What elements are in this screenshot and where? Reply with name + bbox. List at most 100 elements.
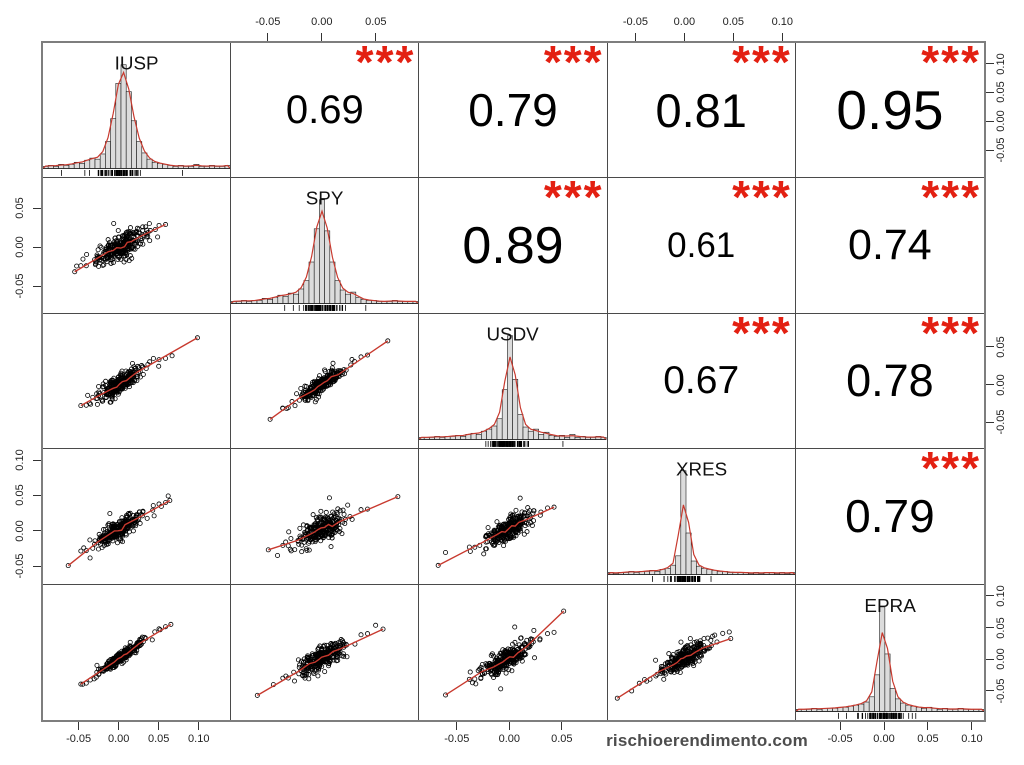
axis-tick: [634, 33, 636, 41]
correlation-value: 0.81: [655, 83, 747, 137]
axis-tick: [986, 690, 994, 692]
correlation-value: 0.67: [663, 359, 740, 403]
axis-tick: [33, 565, 41, 567]
axis-tick: [986, 595, 994, 597]
axis-tick: [508, 722, 510, 730]
axis-tick: [321, 33, 323, 41]
axis-tick: [198, 722, 200, 730]
correlation-value: 0.95: [836, 78, 944, 141]
panel-scatter-XRES-vs-EPRA: [608, 584, 796, 720]
panel-correlation-IUSP-EPRA: 0.95 ***: [795, 43, 984, 179]
axis-tick: [986, 627, 994, 629]
panel-histogram-XRES: XRES: [607, 449, 796, 585]
axis-tick-label: -0.05: [255, 16, 281, 28]
panel-correlation-IUSP-XRES: 0.81 ***: [607, 43, 796, 179]
axis-tick: [33, 530, 41, 532]
variable-label-SPY: SPY: [306, 188, 344, 209]
significance-stars: ***: [543, 43, 604, 88]
axis-tick-label: 0.00: [311, 16, 333, 28]
axis-tick-label: 0.10: [995, 52, 1007, 75]
axis-tick: [33, 207, 41, 209]
axis-tick-label: -0.05: [995, 137, 1007, 163]
axis-tick-label: 0.10: [961, 733, 983, 745]
plot-grid: IUSP 0.69 *** 0.79 *** 0.81 *** 0.95 *** SPY 0.89 *…: [41, 41, 986, 722]
axis-tick-label: -0.05: [995, 678, 1007, 704]
axis-tick-label: 0.05: [722, 16, 745, 28]
axis-tick-label: 0.00: [14, 236, 26, 258]
correlation-value: 0.74: [848, 221, 932, 270]
axis-tick-label: 0.00: [107, 733, 130, 745]
axis-tick: [33, 246, 41, 248]
significance-stars: ***: [732, 313, 792, 359]
panel-histogram-SPY: SPY: [231, 178, 420, 314]
significance-stars: ***: [921, 43, 981, 88]
axis-tick: [986, 63, 994, 64]
axis-tick: [986, 149, 994, 151]
panel-correlation-SPY-XRES: 0.61 ***: [607, 178, 796, 314]
panel-correlation-IUSP-SPY: 0.69 ***: [231, 43, 420, 179]
axis-tick-label: 0.10: [995, 585, 1007, 607]
axis-tick: [971, 722, 973, 730]
axis-tick-label: -0.05: [827, 733, 853, 745]
axis-tick-label: 0.05: [14, 197, 26, 220]
panel-correlation-XRES-EPRA: 0.79 ***: [795, 449, 984, 585]
axis-tick-label: 0.00: [673, 16, 696, 28]
panel-correlation-IUSP-USDV: 0.79 ***: [419, 43, 608, 179]
panel-scatter-IUSP-vs-SPY: [43, 178, 232, 314]
axis-tick-label: 0.05: [14, 484, 26, 507]
axis-tick-label: 0.00: [995, 648, 1007, 670]
axis-tick-label: 0.00: [873, 733, 895, 745]
axis-tick: [456, 722, 458, 730]
axis-tick: [839, 722, 841, 730]
panel-scatter-SPY-vs-USDV: [231, 313, 420, 450]
axis-tick: [986, 346, 994, 348]
axis-tick: [118, 722, 120, 730]
correlation-value: 0.78: [846, 355, 934, 407]
axis-tick: [375, 33, 377, 41]
panel-correlation-SPY-USDV: 0.89 ***: [419, 178, 608, 314]
significance-stars: ***: [921, 178, 981, 224]
axis-tick-label: 0.00: [14, 520, 26, 542]
axis-tick-label: -0.05: [622, 16, 648, 28]
panel-scatter-USDV-vs-XRES: [419, 449, 608, 585]
panel-correlation-USDV-EPRA: 0.78 ***: [795, 313, 984, 450]
correlation-value: 0.61: [667, 226, 736, 266]
significance-stars: ***: [355, 43, 416, 88]
axis-tick: [158, 722, 160, 730]
panel-histogram-EPRA: EPRA: [795, 585, 984, 720]
axis-tick: [33, 494, 41, 496]
panel-correlation-USDV-XRES: 0.67 ***: [607, 313, 796, 450]
significance-stars: ***: [921, 313, 981, 359]
axis-tick-label: 0.05: [551, 733, 573, 745]
axis-tick: [986, 658, 994, 660]
axis-tick-label: -0.05: [995, 409, 1007, 435]
axis-tick-label: -0.05: [66, 733, 92, 745]
panel-correlation-SPY-EPRA: 0.74 ***: [795, 178, 984, 314]
axis-tick: [883, 722, 885, 730]
panel-scatter-IUSP-vs-XRES: [43, 449, 232, 585]
panel-scatter-USDV-vs-EPRA: [419, 584, 608, 720]
axis-tick: [781, 33, 783, 41]
panel-scatter-SPY-vs-XRES: [231, 449, 420, 585]
axis-tick-label: -0.05: [444, 733, 470, 745]
axis-tick-label: 0.10: [14, 449, 26, 471]
axis-tick-label: -0.05: [14, 273, 26, 299]
axis-tick-label: 0.00: [995, 373, 1007, 396]
variable-label-XRES: XRES: [676, 459, 727, 480]
axis-tick: [561, 722, 563, 730]
panel-scatter-IUSP-vs-EPRA: [43, 584, 232, 720]
axis-tick: [732, 33, 734, 41]
axis-tick: [267, 33, 269, 41]
axis-tick-label: 0.10: [771, 16, 794, 28]
axis-tick-label: 0.05: [365, 16, 387, 28]
correlation-value: 0.69: [285, 88, 364, 133]
significance-stars: ***: [921, 449, 981, 495]
axis-tick: [986, 384, 994, 386]
correlation-value: 0.89: [462, 216, 564, 275]
variable-label-EPRA: EPRA: [864, 595, 916, 616]
axis-tick-label: 0.05: [995, 81, 1007, 104]
axis-tick-label: 0.05: [148, 733, 170, 745]
axis-tick: [33, 285, 41, 287]
axis-tick-label: 0.00: [995, 110, 1007, 132]
panel-scatter-SPY-vs-EPRA: [231, 584, 420, 720]
